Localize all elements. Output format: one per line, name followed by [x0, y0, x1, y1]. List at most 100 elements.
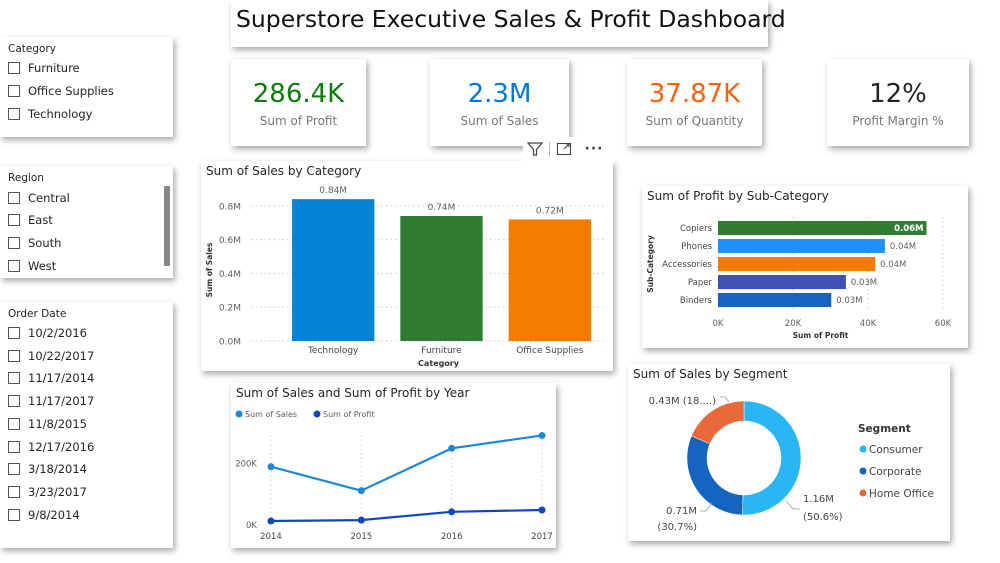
region-slicer-scrollbar[interactable]: [164, 186, 170, 266]
x-tick-label: Office Supplies: [516, 346, 584, 356]
checkbox[interactable]: [8, 214, 20, 226]
sales-by-category-chart[interactable]: Sum of Sales by Category 0.0M 0.2M 0.4M 0.6…: [201, 161, 613, 371]
x-tick-label: Furniture: [421, 346, 462, 356]
checkbox[interactable]: [8, 372, 20, 385]
data-point: [538, 506, 546, 514]
slicer-item-order-date[interactable]: 10/22/2017: [8, 349, 94, 363]
focus-mode-icon[interactable]: [552, 138, 576, 160]
y-tick-label: Copiers: [680, 224, 713, 234]
slicer-item-west[interactable]: West: [8, 259, 56, 273]
series-line-sales: [270, 434, 543, 492]
slicer-item-order-date[interactable]: 12/17/2016: [8, 440, 94, 454]
kpi-value: 2.3M: [467, 79, 532, 109]
data-label: (50.6%): [803, 512, 843, 523]
y-axis-title: Sub-Category: [646, 235, 655, 293]
category-slicer-title: Category: [8, 43, 56, 55]
slicer-item-label: 11/17/2017: [28, 394, 95, 409]
slicer-item-order-date[interactable]: 10/2/2016: [8, 326, 87, 340]
kpi-card-profit[interactable]: 286.4K Sum of Profit: [231, 59, 366, 146]
checkbox[interactable]: [8, 463, 20, 476]
slicer-item-label: 9/8/2014: [28, 507, 80, 522]
legend-marker: [859, 467, 867, 475]
profit-by-subcategory-chart[interactable]: Sum of Profit by Sub-Category 0K 20K 40K 60…: [642, 186, 968, 348]
x-tick-label: 2017: [531, 532, 553, 542]
dashboard-title: Superstore Executive Sales & Profit Dash…: [236, 5, 786, 33]
bar-copiers: [718, 220, 927, 236]
slicer-item-order-date[interactable]: 11/17/2017: [8, 394, 94, 408]
slicer-item-label: 10/22/2017: [28, 348, 95, 363]
filter-icon[interactable]: [523, 138, 547, 160]
checkbox[interactable]: [8, 440, 20, 453]
data-point: [267, 517, 275, 525]
kpi-card-sales[interactable]: 2.3M Sum of Sales: [430, 59, 569, 146]
data-point: [357, 516, 365, 524]
legend-label: Sum of Sales: [245, 410, 297, 419]
slicer-item-label: 11/8/2015: [28, 416, 87, 431]
checkbox[interactable]: [8, 417, 20, 430]
kpi-card-quantity[interactable]: 37.87K Sum of Quantity: [627, 59, 762, 146]
checkbox[interactable]: [8, 192, 20, 204]
data-label: 0.72M: [536, 206, 564, 216]
bar-paper: [718, 274, 846, 290]
legend-label: Consumer: [869, 444, 923, 456]
checkbox[interactable]: [8, 62, 20, 74]
legend-marker: [859, 445, 867, 453]
checkbox[interactable]: [8, 485, 20, 498]
slicer-item-label: 3/18/2014: [28, 462, 87, 477]
visual-header-toolbar: ···: [523, 137, 618, 161]
slicer-item-central[interactable]: Central: [8, 191, 70, 205]
slicer-item-order-date[interactable]: 11/8/2015: [8, 417, 87, 431]
checkbox[interactable]: [8, 327, 20, 339]
line-chart-canvas: Sum of Sales Sum of Profit 2014 2015 2016 201…: [235, 410, 553, 542]
data-point: [448, 444, 456, 452]
slicer-item-label: East: [28, 213, 53, 227]
legend-marker: [859, 489, 867, 497]
data-point: [538, 431, 546, 439]
chart-title: Sum of Sales by Segment: [633, 367, 788, 381]
checkbox[interactable]: [8, 85, 20, 97]
bar-binders: [718, 292, 832, 308]
sales-by-segment-chart[interactable]: Sum of Sales by Segment 1.16M (50.6%) 0.71…: [628, 364, 950, 541]
legend-marker: [235, 410, 243, 418]
checkbox[interactable]: [8, 508, 20, 521]
checkbox[interactable]: [8, 395, 20, 408]
bar-furniture: [400, 216, 483, 341]
checkbox[interactable]: [8, 237, 20, 249]
bar-chart-canvas: 0.0M 0.2M 0.4M 0.6M 0.8M 0.84M Technology 0.74M…: [205, 186, 606, 368]
checkbox[interactable]: [8, 349, 20, 362]
slicer-item-label: 3/23/2017: [28, 484, 87, 499]
slicer-item-label: Office Supplies: [28, 84, 114, 98]
slicer-item-east[interactable]: East: [8, 213, 53, 227]
donut-chart-canvas: 1.16M (50.6%) 0.71M (30.7%) 0.43M (18....) Se…: [649, 396, 934, 533]
kpi-label: Sum of Profit: [259, 114, 338, 128]
x-tick-label: 2016: [441, 532, 463, 542]
slicer-item-south[interactable]: South: [8, 236, 61, 250]
y-tick-label: 0.6M: [219, 236, 241, 246]
sales-profit-by-year-chart[interactable]: Sum of Sales and Sum of Profit by Year S…: [231, 383, 556, 548]
slicer-item-order-date[interactable]: 11/17/2014: [8, 371, 94, 385]
slicer-item-office-supplies[interactable]: Office Supplies: [8, 84, 114, 98]
checkbox[interactable]: [8, 260, 20, 272]
data-label: 1.16M: [803, 494, 834, 505]
data-label: 0.03M: [851, 278, 877, 288]
slicer-item-order-date[interactable]: 9/8/2014: [8, 508, 80, 522]
checkbox[interactable]: [8, 108, 20, 120]
series-line-profit: [270, 508, 543, 523]
y-tick-label: Paper: [688, 278, 713, 288]
legend-marker: [313, 410, 321, 418]
kpi-value: 286.4K: [252, 79, 345, 109]
data-label: 0.04M: [880, 260, 906, 270]
y-tick-label: 0.8M: [219, 202, 241, 212]
slicer-item-label: Furniture: [28, 61, 80, 75]
chart-title: Sum of Sales by Category: [206, 164, 362, 178]
slicer-item-label: West: [28, 259, 57, 273]
legend-label: Corporate: [869, 466, 922, 478]
slicer-item-furniture[interactable]: Furniture: [8, 61, 80, 75]
slicer-item-label: Technology: [28, 107, 93, 121]
more-options-icon[interactable]: ···: [584, 141, 604, 157]
dashboard-title-card: Superstore Executive Sales & Profit Dash…: [231, 0, 786, 47]
slicer-item-order-date[interactable]: 3/23/2017: [8, 485, 87, 499]
kpi-card-profit-margin[interactable]: 12% Profit Margin %: [827, 59, 969, 146]
slicer-item-technology[interactable]: Technology: [8, 107, 92, 121]
slicer-item-order-date[interactable]: 3/18/2014: [8, 462, 87, 476]
